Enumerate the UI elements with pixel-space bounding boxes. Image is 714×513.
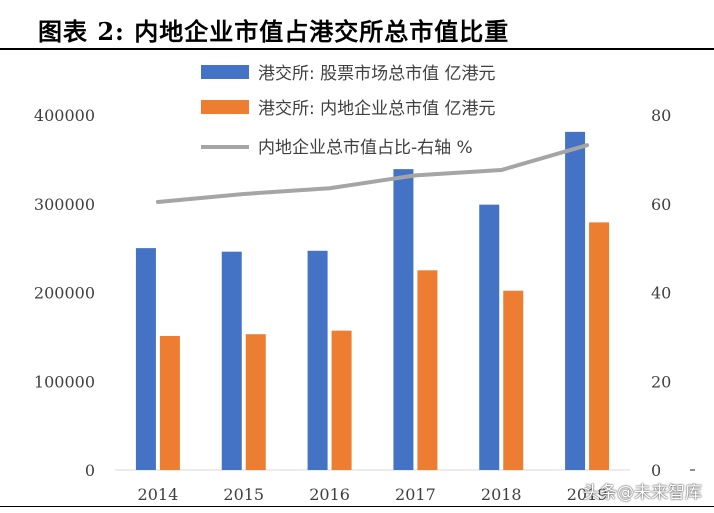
bar-mainland-2019 xyxy=(589,222,610,470)
bar-mainland-2015 xyxy=(245,334,266,470)
title-bar: 图表 2: 内地企业市值占港交所总市值比重 xyxy=(0,0,714,48)
tick-labels: 0 100000 200000 300000 400000 0 20 40 60 80 2014 20… xyxy=(34,106,671,504)
x-tick-2017: 2017 xyxy=(395,485,436,504)
legend-swatch-0 xyxy=(201,65,249,79)
legend-label-1: 港交所: 内地企业总市值 亿港元 xyxy=(258,99,496,119)
bars xyxy=(135,131,610,471)
watermark: 头条@未来智库 xyxy=(583,483,702,503)
bottom-rule xyxy=(0,506,714,507)
bar-total-2016 xyxy=(307,250,328,470)
y-left-tick-300000: 300000 xyxy=(34,195,95,214)
legend-swatch-1 xyxy=(201,100,249,114)
bar-mainland-2018 xyxy=(503,290,524,470)
chart-title: 图表 2: 内地企业市值占港交所总市值比重 xyxy=(38,17,510,46)
y-left-tick-400000: 400000 xyxy=(34,106,95,125)
bar-total-2015 xyxy=(221,251,242,470)
legend-label-0: 港交所: 股票市场总市值 亿港元 xyxy=(258,64,496,84)
y-right-tick-40: 40 xyxy=(651,284,671,303)
y-left-tick-100000: 100000 xyxy=(34,372,95,391)
share-line xyxy=(155,143,590,204)
bar-mainland-2016 xyxy=(331,330,352,470)
y-left-tick-0: 0 xyxy=(85,461,95,480)
y-left-tick-200000: 200000 xyxy=(34,284,95,303)
bar-total-2014 xyxy=(135,248,156,470)
y-right-tick-0: 0 xyxy=(651,461,661,480)
title-underline xyxy=(0,48,714,50)
bar-total-2019 xyxy=(565,131,586,471)
y-right-tick-80: 80 xyxy=(651,106,671,125)
bar-total-2018 xyxy=(479,204,500,470)
bar-mainland-2017 xyxy=(417,270,438,470)
x-tick-2019: 2019 xyxy=(567,485,608,504)
line-series xyxy=(155,143,590,204)
bar-mainland-2014 xyxy=(159,335,180,470)
bar-total-2017 xyxy=(393,169,414,470)
x-tick-2015: 2015 xyxy=(223,485,264,504)
x-tick-2014: 2014 xyxy=(138,485,179,504)
x-tick-2016: 2016 xyxy=(309,485,350,504)
y-right-tick-20: 20 xyxy=(651,372,671,391)
legend-label-2: 内地企业总市值占比-右轴 % xyxy=(258,138,473,158)
x-tick-2018: 2018 xyxy=(481,485,522,504)
y-right-tick-60: 60 xyxy=(651,195,671,214)
